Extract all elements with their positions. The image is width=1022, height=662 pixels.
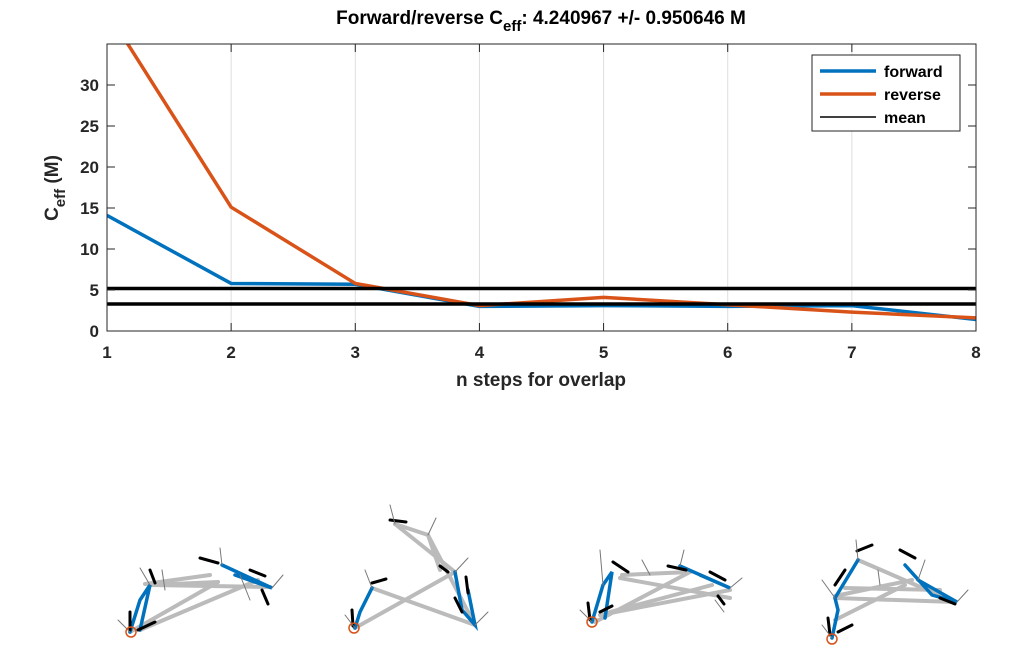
y-tick-label: 0 — [90, 322, 99, 341]
pathway-panel-3 — [579, 549, 743, 628]
x-tick-label: 2 — [226, 343, 235, 362]
legend: forward reverse mean — [811, 54, 961, 132]
series-line-reverse — [125, 44, 976, 320]
legend-mean-label: mean — [884, 110, 926, 127]
molecule-pathway-icon — [344, 504, 489, 634]
x-tick-label: 5 — [599, 343, 608, 362]
molecule-pathway-icon — [117, 547, 284, 638]
x-tick-label: 8 — [971, 343, 980, 362]
y-tick-label: 20 — [80, 158, 99, 177]
x-tick-label: 4 — [475, 343, 485, 362]
ticks: 1 2 3 4 5 6 7 8 0 5 10 15 20 25 30 — [80, 44, 981, 362]
y-tick-label: 30 — [80, 76, 99, 95]
pathway-panel-1 — [117, 547, 284, 638]
molecule-pathway-icon — [579, 549, 743, 628]
pathway-panel-4 — [821, 539, 969, 645]
y-tick-label: 25 — [80, 117, 99, 136]
pathway-panel-2 — [344, 504, 489, 634]
y-tick-label: 5 — [90, 281, 99, 300]
x-tick-label: 6 — [723, 343, 732, 362]
x-axis-label: n steps for overlap — [456, 370, 626, 391]
y-tick-label: 10 — [80, 240, 99, 259]
x-tick-label: 1 — [102, 343, 111, 362]
legend-reverse-label: reverse — [884, 87, 941, 104]
x-tick-label: 7 — [847, 343, 856, 362]
axes-box — [106, 43, 977, 332]
x-tick-label: 3 — [351, 343, 360, 362]
molecule-pathway-icon — [821, 539, 969, 645]
series-layer — [107, 44, 976, 322]
y-axis-label: Ceff (M) — [42, 155, 69, 221]
chart-title: Forward/reverse Ceff: 4.240967 +/- 0.950… — [336, 8, 746, 35]
legend-forward-label: forward — [884, 64, 943, 81]
y-tick-label: 15 — [80, 199, 99, 218]
